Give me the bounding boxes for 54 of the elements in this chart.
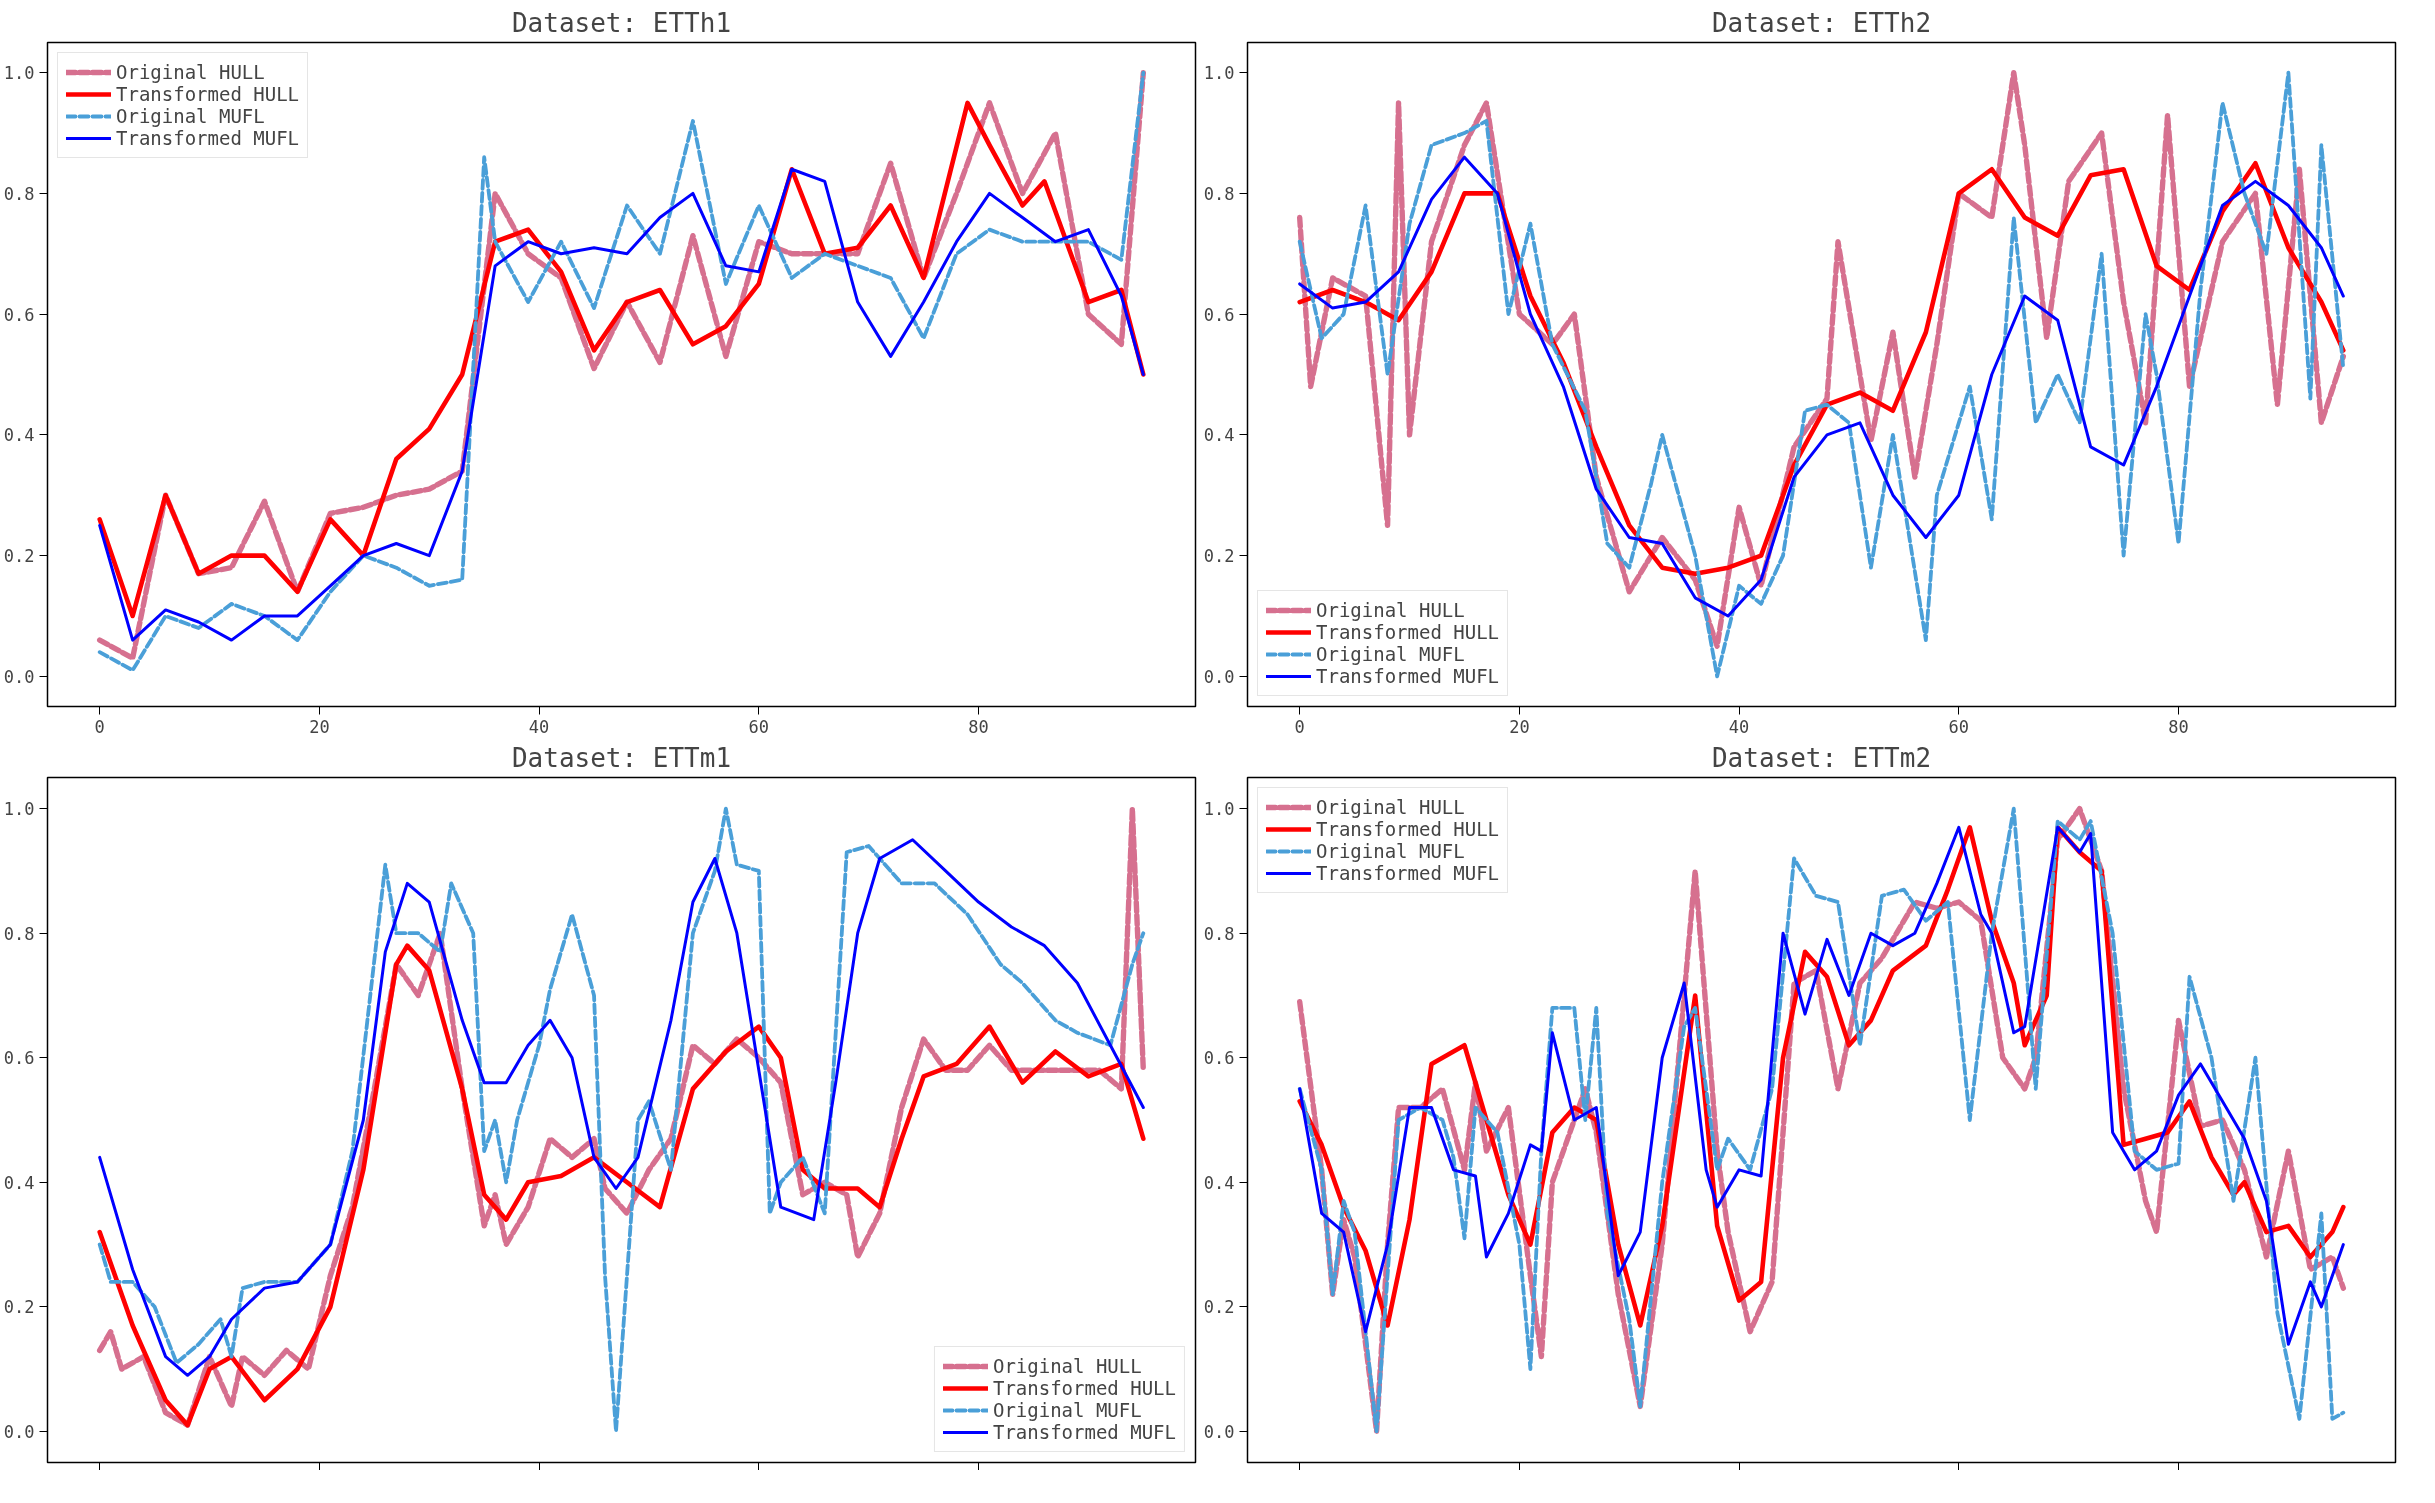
y-tick-label: 0.6 [3,304,35,325]
legend-label: Original MUFL [116,105,265,127]
x-tick-label: 20 [309,716,330,737]
x-tick-label: 40 [528,716,550,737]
y-tick-label: 1.0 [3,63,35,84]
y-tick-label: 0.2 [1203,1297,1235,1318]
legend-label: Transformed HULL [116,83,300,105]
x-tick-label: 80 [2168,716,2189,737]
chart-title: Dataset: ETTm1 [511,742,732,773]
y-tick-label: 0.2 [3,546,35,567]
legend-label: Original HULL [116,61,265,83]
y-tick-label: 0.0 [1203,666,1235,687]
y-tick-label: 0.2 [3,1297,35,1318]
y-tick-label: 1.0 [1203,799,1235,820]
legend-label: Original HULL [1316,796,1465,818]
legend-label: Original HULL [1316,599,1465,621]
y-tick-label: 0.8 [3,923,35,944]
x-tick-label: 80 [968,716,989,737]
y-tick-label: 0.4 [1203,425,1235,446]
y-tick-label: 0.4 [3,1172,35,1193]
y-tick-label: 0.4 [3,425,35,446]
x-tick-label: 0 [1294,716,1305,737]
y-tick-label: 0.6 [1203,304,1235,325]
legend-label: Transformed MUFL [992,1421,1176,1443]
y-tick-label: 0.8 [1203,183,1235,204]
legend-label: Transformed MUFL [1316,862,1500,884]
legend-label: Transformed MUFL [1316,665,1500,687]
y-tick-label: 0.8 [3,183,35,204]
legend-label: Original MUFL [992,1399,1142,1421]
y-tick-label: 1.0 [3,799,35,820]
x-tick-label: 40 [1728,716,1750,737]
chart-title: Dataset: ETTh1 [511,7,732,38]
y-tick-label: 0.0 [3,1421,35,1442]
y-tick-label: 0.6 [1203,1048,1235,1069]
legend-label: Transformed MUFL [116,127,300,149]
legend-label: Transformed HULL [1316,818,1500,840]
x-tick-label: 60 [748,716,770,737]
x-tick-label: 20 [1509,716,1530,737]
y-tick-label: 0.6 [3,1048,35,1069]
x-tick-label: 0 [94,716,105,737]
y-tick-label: 0.8 [1203,923,1235,944]
y-tick-label: 1.0 [1203,63,1235,84]
y-tick-label: 0.4 [1203,1172,1235,1193]
legend-label: Original MUFL [1316,840,1465,862]
legend-label: Original HULL [992,1355,1142,1377]
y-tick-label: 0.0 [1203,1421,1235,1442]
y-tick-label: 0.0 [3,666,35,687]
y-tick-label: 0.2 [1203,546,1235,567]
chart-title: Dataset: ETTm2 [1711,742,1932,773]
chart-title: Dataset: ETTh2 [1711,7,1932,38]
legend-label: Original MUFL [1316,643,1465,665]
x-tick-label: 60 [1948,716,1970,737]
legend-label: Transformed HULL [992,1377,1176,1399]
legend-label: Transformed HULL [1316,621,1500,643]
